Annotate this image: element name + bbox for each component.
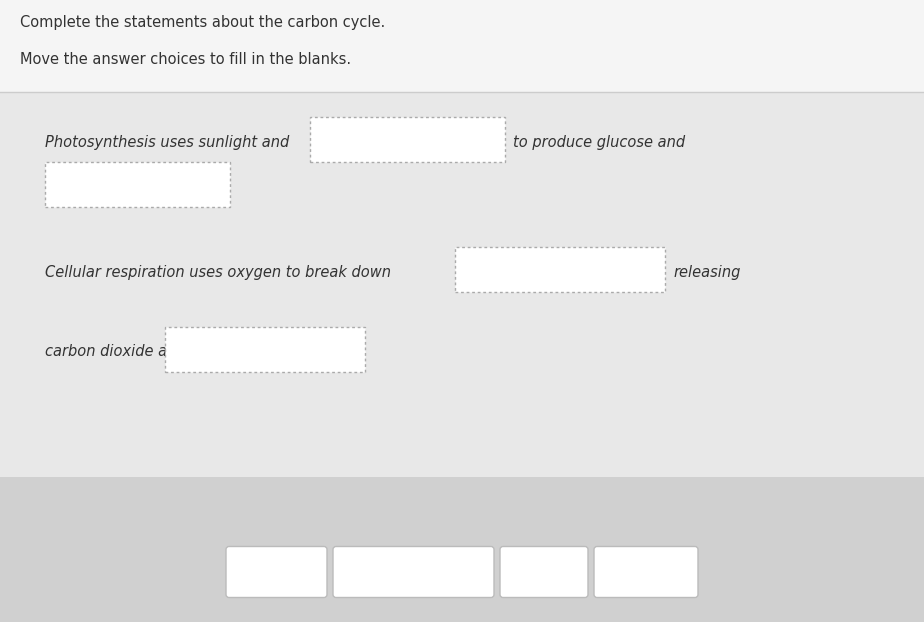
- FancyBboxPatch shape: [500, 547, 588, 598]
- FancyBboxPatch shape: [0, 477, 924, 622]
- Bar: [455, 247, 665, 292]
- Text: releasing: releasing: [673, 264, 740, 279]
- FancyBboxPatch shape: [226, 547, 327, 598]
- Text: Photosynthesis uses sunlight and: Photosynthesis uses sunlight and: [45, 134, 289, 149]
- Text: ∷ glucose: ∷ glucose: [611, 565, 681, 580]
- FancyBboxPatch shape: [0, 0, 924, 92]
- Text: Move the answer choices to fill in the blanks.: Move the answer choices to fill in the b…: [20, 52, 351, 68]
- Bar: [165, 327, 365, 372]
- FancyBboxPatch shape: [0, 92, 924, 477]
- Text: ∷ oxygen: ∷ oxygen: [243, 565, 310, 580]
- Text: ∷ carbon dioxide: ∷ carbon dioxide: [353, 565, 474, 580]
- Bar: [45, 162, 230, 207]
- Text: Complete the statements about the carbon cycle.: Complete the statements about the carbon…: [20, 14, 385, 29]
- Bar: [310, 117, 505, 162]
- FancyBboxPatch shape: [333, 547, 494, 598]
- Text: carbon dioxide and: carbon dioxide and: [45, 345, 186, 360]
- FancyBboxPatch shape: [594, 547, 698, 598]
- Text: to produce glucose and: to produce glucose and: [513, 134, 685, 149]
- Text: ∷ water: ∷ water: [517, 565, 572, 580]
- Text: Cellular respiration uses oxygen to break down: Cellular respiration uses oxygen to brea…: [45, 264, 391, 279]
